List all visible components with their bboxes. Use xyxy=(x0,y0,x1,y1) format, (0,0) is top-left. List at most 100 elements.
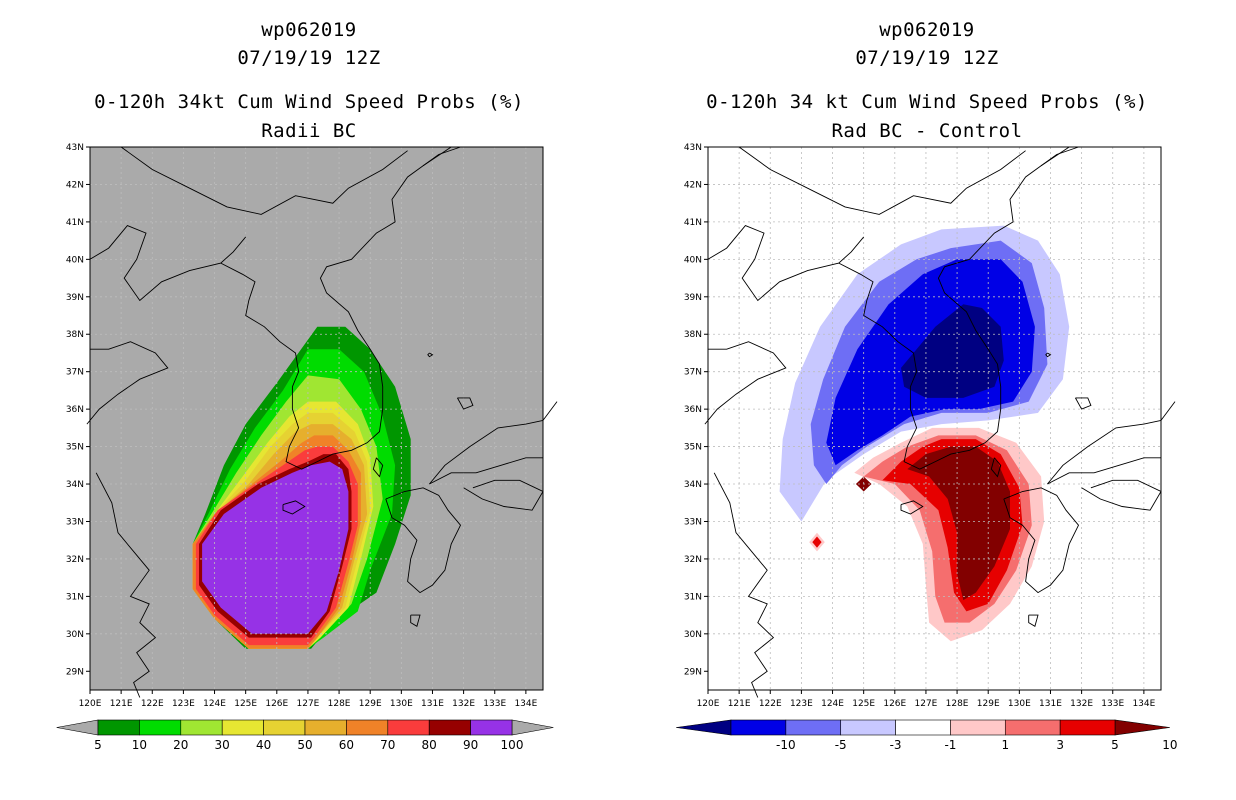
lon-tick-label: 122E xyxy=(141,699,164,709)
lat-tick-label: 39N xyxy=(66,293,84,303)
storm-id: wp062019 xyxy=(261,19,357,41)
lon-tick-label: 133E xyxy=(483,699,506,709)
datetime: 07/19/19 12Z xyxy=(855,47,999,69)
gridlines xyxy=(708,147,1161,690)
colorbar-swatch xyxy=(1059,719,1116,736)
colorbar-swatch xyxy=(1004,719,1061,736)
colorbar-label: 10 xyxy=(132,738,147,752)
lon-tick-label: 134E xyxy=(514,699,537,709)
lon-tick-label: 126E xyxy=(883,699,906,709)
lat-tick-label: 29N xyxy=(684,667,702,677)
coastline-2 xyxy=(713,472,775,698)
colorbar-swatch xyxy=(97,719,140,736)
map-frame xyxy=(707,146,1162,691)
coastline-3 xyxy=(220,146,461,470)
lat-tick-label: 41N xyxy=(66,218,84,228)
colorbar-swatch xyxy=(180,719,223,736)
colorbar-label: -5 xyxy=(835,738,847,752)
lat-tick-label: 40N xyxy=(66,255,84,265)
lat-tick-label: 42N xyxy=(66,180,84,190)
lat-tick-label: 35N xyxy=(684,443,702,453)
colorbar-swatch xyxy=(221,719,264,736)
colorbar-low-arrow xyxy=(56,719,99,736)
coastline-2 xyxy=(95,472,157,698)
probability-map: 43N 42N 41N 40N 39N 38N 37N 36N 35N 34N 33N 32N 31N 3… xyxy=(56,143,558,752)
colorbar-label: 1 xyxy=(1001,738,1009,752)
lat-tick-label: 31N xyxy=(66,592,84,602)
colorbar-swatch xyxy=(387,719,430,736)
colorbar-low-arrow xyxy=(676,719,732,736)
colorbar-label: -10 xyxy=(776,738,796,752)
lat-tick-label: 30N xyxy=(684,630,702,640)
difference-contours xyxy=(779,225,1070,642)
island-1 xyxy=(990,457,1002,478)
lat-tick-label: 33N xyxy=(66,517,84,527)
positive-contour-3 xyxy=(907,446,1010,601)
colorbar-high-arrow xyxy=(511,719,554,736)
colorbar-swatch xyxy=(730,719,787,736)
colorbar-swatch xyxy=(263,719,306,736)
coastline-4 xyxy=(120,146,408,215)
lat-tick-label: 43N xyxy=(684,143,702,153)
lat-tick-label: 32N xyxy=(684,555,702,565)
left-panel: wp062019 07/19/19 12Z 0-120h 34kt Cum Wi… xyxy=(56,19,558,752)
coastline-3 xyxy=(838,146,1079,470)
island-4 xyxy=(410,614,421,627)
lat-tick-label: 35N xyxy=(66,443,84,453)
colorbar-label: 80 xyxy=(422,738,437,752)
colorbar-swatch xyxy=(950,719,1006,736)
lat-tick-label: 30N xyxy=(66,630,84,640)
coastline-5 xyxy=(385,487,462,594)
lon-tick-label: 134E xyxy=(1132,699,1155,709)
coastline-5 xyxy=(1003,487,1080,594)
lon-tick-label: 124E xyxy=(203,699,226,709)
lon-tick-label: 120E xyxy=(79,699,102,709)
lat-tick-label: 38N xyxy=(66,330,84,340)
colorbar: 5 10 20 30 40 50 60 70 80 90 100 xyxy=(56,719,554,752)
lat-tick-label: 40N xyxy=(684,255,702,265)
difference-map: 43N 42N 41N 40N 39N 38N 37N 36N 35N 34N 33N 32N 31N 3… xyxy=(676,143,1177,752)
colorbar-label: 40 xyxy=(256,738,271,752)
lat-tick-label: 37N xyxy=(684,368,702,378)
colorbar-label: 50 xyxy=(297,738,312,752)
lat-tick-label: 41N xyxy=(684,218,702,228)
colorbar-label: 5 xyxy=(1111,738,1119,752)
colorbar-swatch xyxy=(346,719,389,736)
lon-tick-label: 128E xyxy=(946,699,969,709)
lon-tick-label: 129E xyxy=(977,699,1000,709)
lon-tick-label: 123E xyxy=(790,699,813,709)
lon-tick-label: 130E xyxy=(390,699,413,709)
lon-tick-label: 120E xyxy=(697,699,720,709)
coastlines xyxy=(86,146,558,698)
island-4 xyxy=(1028,614,1039,627)
coastline-0 xyxy=(707,225,865,302)
plot-title: 0-120h 34kt Cum Wind Speed Probs (%) xyxy=(94,91,524,113)
colorbar-swatch xyxy=(785,719,842,736)
colorbar-swatch xyxy=(428,719,471,736)
lon-tick-label: 121E xyxy=(728,699,751,709)
lat-tick-label: 36N xyxy=(66,405,84,415)
colorbar-label: 5 xyxy=(94,738,102,752)
coastline-9 xyxy=(1160,401,1176,421)
lon-tick-label: 125E xyxy=(852,699,875,709)
lat-tick-label: 37N xyxy=(66,368,84,378)
right-panel: wp062019 07/19/19 12Z 0-120h 34 kt Cum W… xyxy=(618,0,1236,800)
colorbar-label: 30 xyxy=(215,738,230,752)
colorbar: -10 -5 -3 -1 1 3 5 10 xyxy=(676,719,1177,752)
lon-tick-label: 133E xyxy=(1101,699,1124,709)
colorbar-swatch xyxy=(304,719,347,736)
lon-tick-label: 132E xyxy=(452,699,475,709)
plot-subtitle: Rad BC - Control xyxy=(831,120,1023,142)
coastline-1 xyxy=(86,341,169,425)
colorbar-label: 20 xyxy=(173,738,188,752)
coastline-4 xyxy=(738,146,1026,215)
lat-tick-label: 33N xyxy=(684,517,702,527)
coastline-6 xyxy=(1047,457,1161,485)
lat-tick-label: 32N xyxy=(66,555,84,565)
prob-contour-90 xyxy=(202,461,349,634)
colorbar-label: 10 xyxy=(1162,738,1177,752)
colorbar-swatch xyxy=(470,719,513,736)
island-1 xyxy=(372,457,384,478)
coastlines xyxy=(704,146,1176,698)
colorbar-swatch xyxy=(139,719,182,736)
